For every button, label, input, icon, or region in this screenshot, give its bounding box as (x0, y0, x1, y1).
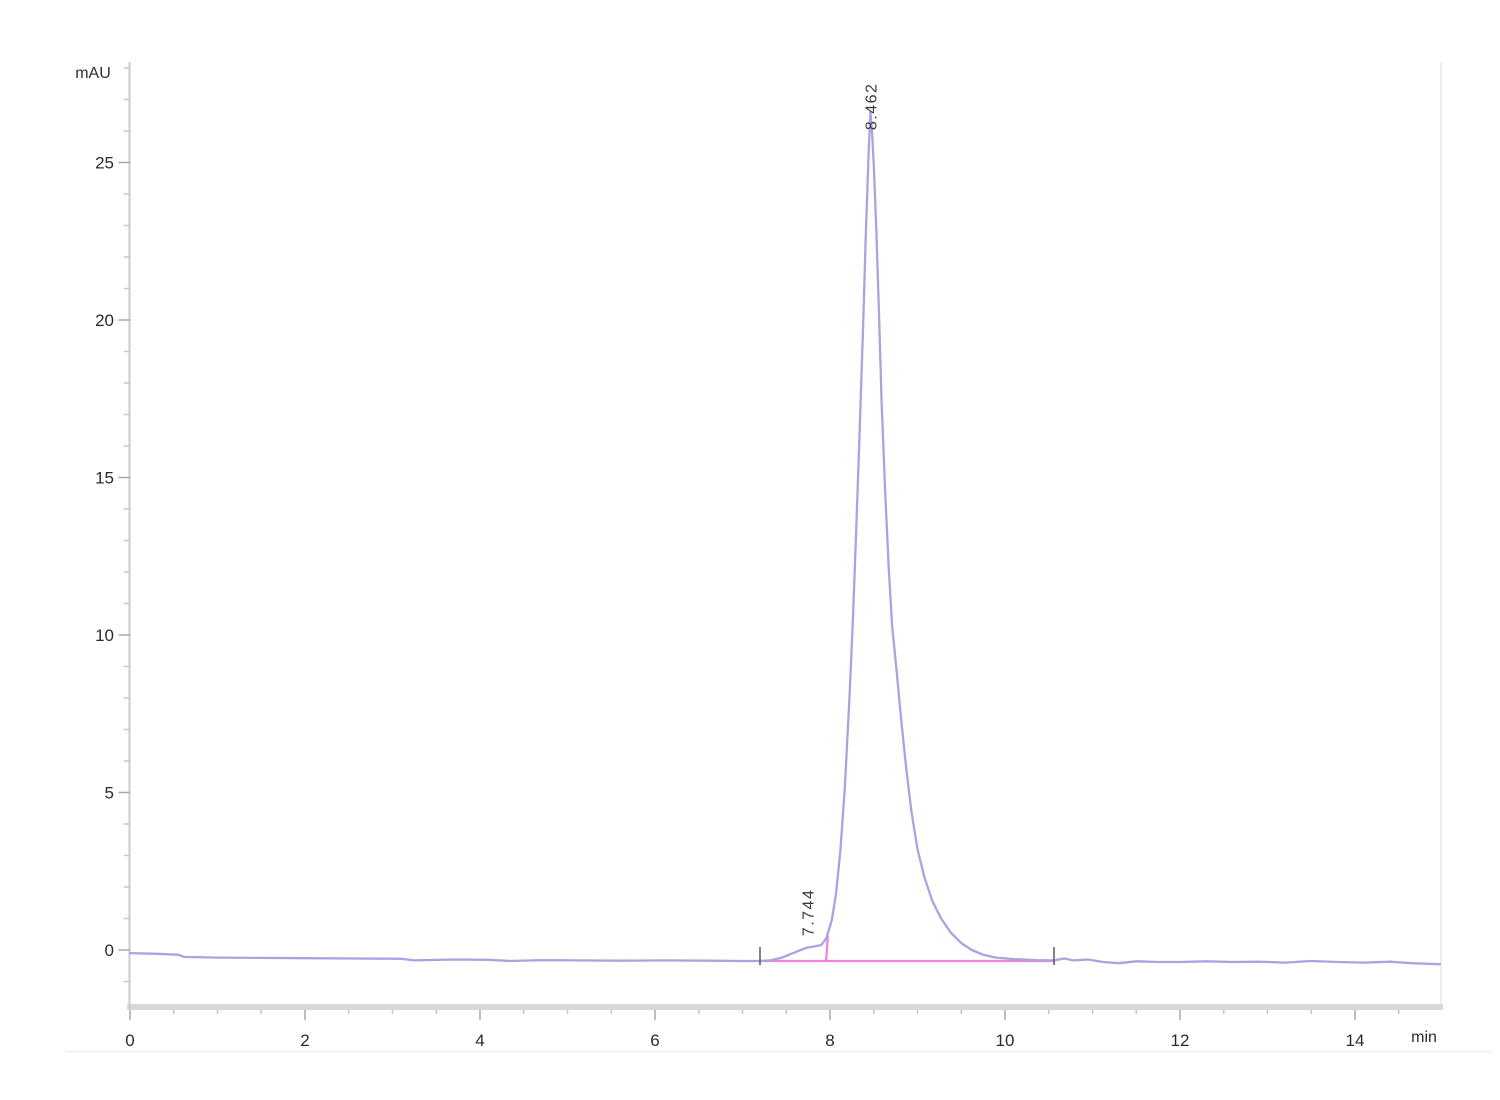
x-axis-unit-label: min (1411, 1029, 1437, 1046)
y-tick-label: 10 (95, 626, 114, 645)
x-tick-label: 2 (300, 1031, 309, 1050)
x-tick-label: 6 (650, 1031, 659, 1050)
y-tick-label: 20 (95, 311, 114, 330)
x-tick-label: 4 (475, 1031, 484, 1050)
x-tick-label: 10 (996, 1031, 1015, 1050)
y-tick-label: 0 (105, 941, 114, 960)
x-tick-label: 8 (825, 1031, 834, 1050)
x-tick-label: 12 (1171, 1031, 1190, 1050)
x-axis-bar (127, 1004, 1443, 1010)
peak-rt-label: 8.462 (863, 83, 880, 131)
y-axis-unit-label: mAU (75, 65, 111, 82)
y-tick-label: 5 (105, 784, 114, 803)
peak-separator-line (824, 935, 829, 963)
y-tick-label: 15 (95, 469, 114, 488)
x-tick-label: 0 (125, 1031, 134, 1050)
peak-rt-label: 7.744 (801, 889, 818, 937)
signal-trace (128, 110, 1442, 966)
y-tick-label: 25 (95, 154, 114, 173)
x-tick-label: 14 (1346, 1031, 1365, 1050)
